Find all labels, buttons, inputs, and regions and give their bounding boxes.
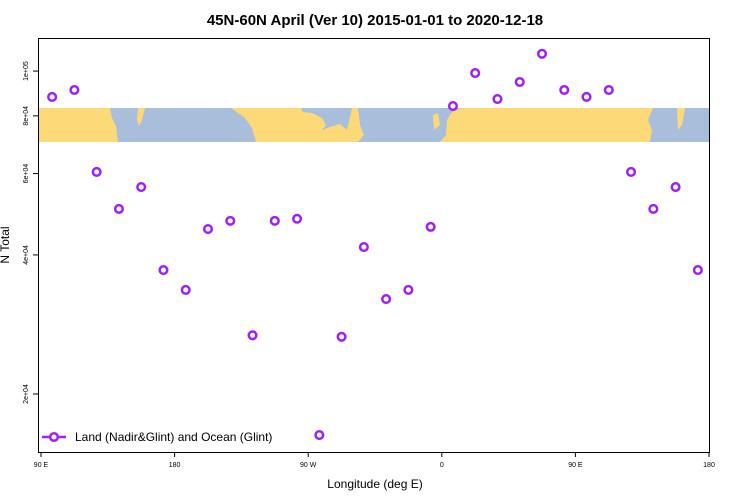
- x-tick-label: 90 E: [34, 462, 49, 469]
- x-tick-label: 180: [703, 462, 715, 469]
- x-axis: 90 E 180 90 W 0 90 E 180: [34, 452, 715, 469]
- data-point: [314, 429, 325, 441]
- data-point: [47, 91, 58, 103]
- land-area: [433, 113, 440, 130]
- data-point: [492, 93, 503, 105]
- land-area: [231, 108, 364, 142]
- legend-marker: [48, 431, 60, 443]
- data-point: [692, 264, 703, 276]
- y-axis-label: N Total: [0, 226, 12, 263]
- data-point: [648, 203, 659, 215]
- data-point: [336, 331, 347, 342]
- y-tick-label: 4e+04: [23, 245, 30, 265]
- y-tick-label: 6e+04: [23, 164, 30, 184]
- data-point: [403, 284, 414, 295]
- data-point: [247, 330, 258, 341]
- data-point: [626, 166, 637, 177]
- background-map: [39, 108, 709, 142]
- x-tick-label: 0: [440, 462, 444, 469]
- x-tick-label: 180: [169, 462, 181, 469]
- data-point: [470, 68, 481, 79]
- x-tick-label: 90 W: [300, 462, 317, 469]
- land-area: [440, 108, 653, 142]
- x-axis-label: Longitude (deg E): [327, 477, 422, 491]
- data-point: [447, 101, 458, 112]
- data-points: [47, 48, 703, 441]
- data-point: [69, 84, 80, 96]
- data-point: [113, 203, 124, 215]
- data-point: [581, 91, 592, 103]
- y-tick-label: 1e+05: [23, 61, 30, 81]
- data-point: [158, 264, 169, 276]
- data-point: [381, 294, 392, 305]
- data-point: [559, 84, 570, 96]
- chart-title: 45N-60N April (Ver 10) 2015-01-01 to 202…: [207, 12, 543, 29]
- plot-frame: [38, 38, 710, 453]
- data-point: [425, 221, 436, 232]
- y-tick-label: 8e+04: [23, 106, 30, 126]
- data-point: [514, 76, 525, 88]
- data-point: [536, 48, 548, 59]
- legend-label: Land (Nadir&Glint) and Ocean (Glint): [75, 430, 272, 444]
- land-area: [677, 108, 685, 130]
- data-point: [180, 284, 191, 295]
- land-area: [39, 108, 118, 142]
- y-axis: 2e+04 4e+04 6e+04 8e+04 1e+05: [23, 61, 38, 404]
- legend: Land (Nadir&Glint) and Ocean (Glint): [42, 430, 272, 444]
- data-point: [603, 84, 614, 96]
- data-point: [358, 242, 369, 253]
- data-point: [202, 224, 214, 235]
- data-point: [136, 182, 147, 193]
- x-tick-label: 90 E: [568, 462, 583, 469]
- y-tick-label: 2e+04: [23, 384, 30, 404]
- data-point: [91, 166, 102, 177]
- data-point: [269, 215, 280, 226]
- data-point: [670, 182, 681, 193]
- data-point: [292, 213, 303, 224]
- land-area: [137, 108, 145, 126]
- data-point: [225, 215, 236, 226]
